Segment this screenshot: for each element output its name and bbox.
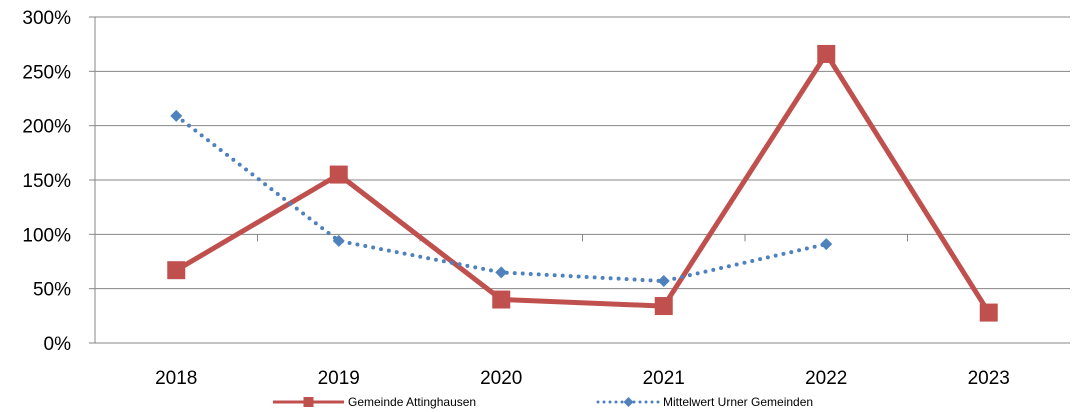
data-point-diamond: [495, 266, 508, 279]
data-point-square: [329, 165, 348, 184]
y-tick-label: 300%: [22, 8, 71, 29]
y-tick-label: 0%: [44, 334, 72, 355]
legend-swatch-marker: [623, 397, 634, 407]
data-point-square: [167, 261, 186, 280]
y-tick-label: 200%: [22, 117, 71, 138]
data-point-square: [492, 290, 511, 309]
data-point-diamond: [820, 238, 833, 251]
x-tick-label: 2022: [805, 368, 847, 389]
series-line-1: [175, 51, 991, 314]
x-tick-label: 2021: [643, 368, 685, 389]
gridlines: [95, 16, 1070, 290]
x-tick-label: 2020: [480, 368, 522, 389]
y-tick-label: 150%: [22, 171, 71, 192]
data-point-square: [817, 44, 836, 63]
y-tick-label: 250%: [22, 62, 71, 83]
x-tick-labels: 2018 2019 2020 2021 2022 2023: [155, 368, 1010, 389]
data-point-diamond: [332, 234, 345, 247]
series-markers: [167, 44, 998, 322]
data-point-square: [654, 297, 673, 316]
data-point-square: [979, 303, 998, 322]
series-lines: [174, 51, 991, 314]
legend-entry-label: Gemeinde Attinghausen: [348, 395, 476, 409]
y-tick-label: 50%: [33, 280, 71, 301]
legend: Gemeinde Attinghausen Mittelwert Urner Ge…: [273, 395, 813, 409]
y-tick-label: 100%: [22, 225, 71, 246]
x-tick-label: 2023: [968, 368, 1010, 389]
legend-swatch-marker: [303, 397, 314, 407]
axes: [89, 16, 1070, 344]
x-tick-label: 2018: [155, 368, 197, 389]
x-tick-label: 2019: [318, 368, 360, 389]
legend-entry-label: Mittelwert Urner Gemeinden: [663, 395, 813, 409]
data-point-diamond: [170, 109, 183, 122]
data-point-diamond: [657, 275, 670, 288]
y-tick-labels: 0% 50% 100% 150% 200% 250% 300%: [22, 8, 71, 355]
series-line-2: [174, 113, 829, 284]
